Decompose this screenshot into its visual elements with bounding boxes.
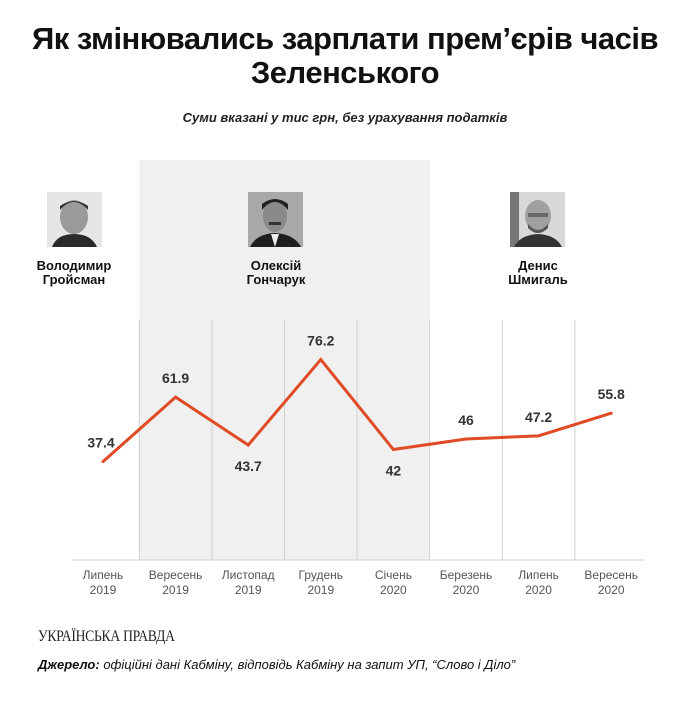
x-tick-label: Грудень 2019	[285, 568, 357, 598]
x-tick-month: Листопад	[221, 568, 275, 582]
series-line	[102, 357, 612, 463]
source-label: Джерело:	[38, 657, 100, 672]
data-point	[101, 460, 105, 464]
data-label: 43.7	[235, 458, 262, 474]
x-tick-label: Липень 2020	[503, 568, 575, 598]
x-tick-label: Вересень 2020	[575, 568, 647, 598]
data-point	[319, 358, 323, 362]
x-tick-year: 2020	[380, 583, 407, 597]
data-point	[464, 437, 468, 441]
data-label: 47.2	[525, 409, 552, 425]
chart-subtitle: Суми вказані у тис грн, без урахування п…	[182, 110, 508, 125]
pm-name-groysman: Володимир Гройсман	[36, 258, 112, 287]
data-point	[246, 443, 250, 447]
brand-logo: УКРАЇНСЬКА ПРАВДА	[38, 628, 175, 645]
data-point	[537, 434, 541, 438]
data-label: 42	[386, 463, 402, 479]
chart-title: Як змінювались зарплати прем’єрів часів …	[31, 21, 659, 90]
x-tick-year: 2020	[452, 583, 480, 597]
x-tick-year: 2019	[162, 583, 189, 597]
data-label: 76.2	[307, 333, 334, 349]
x-tick-label: Вересень 2019	[140, 568, 212, 598]
x-tick-month: Березень	[439, 568, 493, 582]
data-label: 37.4	[87, 435, 114, 451]
x-tick-label: Березень 2020	[430, 568, 502, 598]
x-tick-month: Січень	[374, 568, 412, 582]
x-tick-year: 2019	[234, 583, 262, 597]
x-tick-label: Січень 2020	[357, 568, 429, 598]
x-tick-year: 2020	[597, 583, 625, 597]
source-note: Джерело: офіційні дані Кабміну, відповід…	[38, 657, 515, 672]
data-label: 46	[458, 412, 474, 428]
data-point	[391, 448, 395, 452]
source-text: офіційні дані Кабміну, відповідь Кабміну…	[99, 657, 516, 672]
x-tick-month: Вересень	[584, 568, 638, 582]
photo-honcharuk	[248, 192, 303, 247]
data-point	[174, 395, 178, 399]
x-tick-year: 2019	[307, 583, 335, 597]
photo-groysman	[47, 192, 102, 247]
x-tick-year: 2019	[89, 583, 117, 597]
x-tick-month: Грудень	[298, 568, 344, 582]
data-label: 55.8	[598, 386, 625, 402]
x-tick-month: Вересень	[148, 568, 203, 582]
x-tick-label: Липень 2019	[67, 568, 139, 598]
data-label: 61.9	[162, 370, 189, 386]
pm-name-honcharuk: Олексій Гончарук	[246, 258, 306, 287]
photo-shmyhal	[510, 192, 565, 247]
x-tick-month: Липень	[82, 568, 124, 582]
data-point	[609, 411, 613, 415]
x-tick-label: Листопад 2019	[212, 568, 284, 598]
pm-name-shmyhal: Денис Шмигаль	[508, 258, 568, 287]
x-tick-year: 2020	[525, 583, 552, 597]
x-tick-month: Липень	[518, 568, 559, 582]
